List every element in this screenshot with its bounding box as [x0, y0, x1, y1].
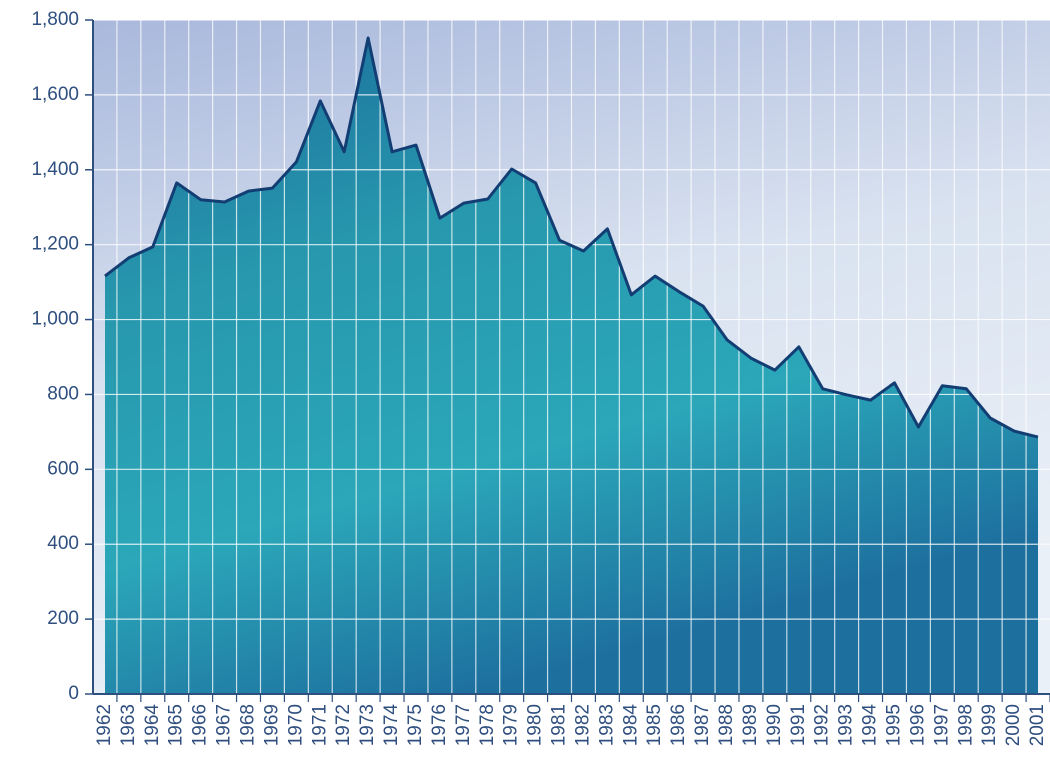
x-tick-label: 1977: [453, 704, 474, 746]
x-tick-label: 1970: [285, 704, 306, 746]
x-tick-label: 1982: [573, 704, 594, 746]
x-tick-label: 1981: [549, 704, 570, 746]
x-tick-label: 1965: [166, 704, 187, 746]
y-tick-label: 0: [68, 683, 79, 704]
x-tick-label: 1985: [644, 704, 665, 746]
x-tick-label: 1989: [740, 704, 761, 746]
y-tick-label: 600: [47, 458, 79, 479]
x-tick-label: 1967: [214, 704, 235, 746]
x-tick-label: 1969: [261, 704, 282, 746]
x-tick-label: 1963: [118, 704, 139, 746]
y-tick-label: 200: [47, 608, 79, 629]
y-tick-label: 800: [47, 383, 79, 404]
area-line: [104, 36, 1039, 439]
x-tick-label: 1974: [381, 704, 402, 747]
x-tick-label: 1973: [357, 704, 378, 746]
x-tick-label: 1994: [860, 704, 881, 747]
y-tick-label: 1,600: [31, 84, 79, 105]
x-tick-label: 1991: [788, 704, 809, 746]
x-tick-label: 1990: [764, 704, 785, 746]
x-tick-label: 1998: [955, 704, 976, 746]
x-tick-label: 1979: [501, 704, 522, 746]
x-tick-label: 1964: [142, 704, 163, 747]
x-tick-label: 1996: [907, 704, 928, 746]
x-tick-label: 1971: [309, 704, 330, 746]
x-tick-label: 1978: [477, 704, 498, 746]
x-tick-label: 1975: [405, 704, 426, 746]
x-tick-label: 1983: [596, 704, 617, 746]
x-tick-label: 1976: [429, 704, 450, 746]
x-tick-label: 1966: [190, 704, 211, 746]
x-tick-label: 1993: [836, 704, 857, 746]
x-tick-label: 1968: [238, 704, 259, 746]
x-tick-label: 1997: [931, 704, 952, 746]
y-tick-label: 1,200: [31, 234, 79, 255]
x-tick-label: 1980: [525, 704, 546, 746]
x-tick-label: 1962: [94, 704, 115, 746]
x-tick-label: 1999: [979, 704, 1000, 746]
y-tick-label: 1,400: [31, 159, 79, 180]
x-tick-label: 1995: [884, 704, 905, 746]
x-tick-label: 1984: [620, 704, 641, 747]
y-tick-label: 1,800: [31, 9, 79, 30]
x-tick-label: 2001: [1027, 704, 1048, 746]
x-tick-label: 2000: [1003, 704, 1024, 746]
y-tick-label: 1,000: [31, 309, 79, 330]
x-tick-label: 1988: [716, 704, 737, 746]
x-tick-label: 1986: [668, 704, 689, 746]
y-tick-label: 400: [47, 533, 79, 554]
x-tick-label: 1972: [333, 704, 354, 746]
x-tick-label: 1987: [692, 704, 713, 746]
x-tick-label: 1992: [812, 704, 833, 746]
